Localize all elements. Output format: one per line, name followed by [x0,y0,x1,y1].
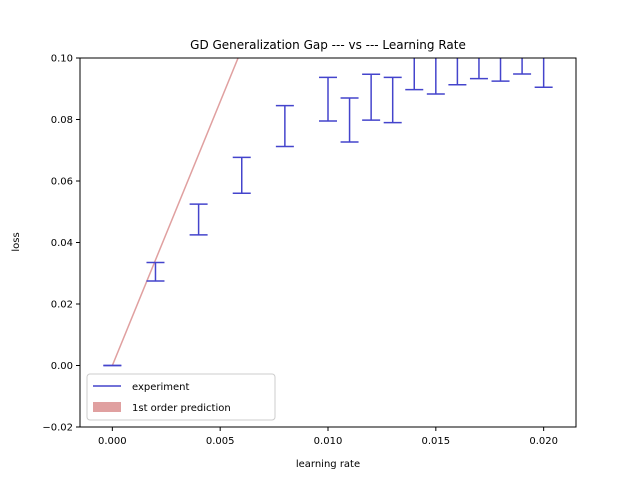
y-tick-label: 0.08 [51,115,73,126]
errorbar-10 [426,58,445,95]
x-tick-label: 0.010 [314,436,343,447]
errorbar-5 [319,76,337,122]
y-tick-label: 0.00 [51,361,73,372]
y-axis-label: loss [11,232,22,251]
legend-box [86,373,276,421]
errorbar-9 [405,58,424,91]
x-tick-label: 0.015 [422,436,451,447]
errorbar-15 [534,58,553,88]
errorbar-12 [469,58,488,80]
y-tick-label: 0.02 [51,300,73,311]
chart-title: GD Generalization Gap --- vs --- Learnin… [190,38,466,52]
errorbar-8 [383,76,402,124]
y-tick-label: −0.02 [42,423,73,434]
x-axis-label: learning rate [296,459,360,470]
legend: experiment 1st order prediction [86,373,276,421]
x-axis: 0.000 0.005 0.010 0.015 0.020 [98,427,558,447]
legend-entry-0: experiment [93,382,190,393]
y-tick-label: 0.10 [51,54,73,65]
errorbar-2 [189,203,208,236]
errorbar-13 [491,58,510,82]
x-tick-label: 0.020 [529,436,558,447]
legend-entry-1: 1st order prediction [93,402,231,414]
errorbar-4 [275,104,294,148]
plot-marks [103,58,553,367]
prediction-line [111,58,239,366]
x-tick-label: 0.005 [206,436,235,447]
legend-swatch-patch [93,402,121,412]
y-tick-label: 0.06 [51,177,73,188]
errorbar-14 [513,58,532,75]
y-axis: −0.02 0.00 0.02 0.04 0.06 0.08 0.10 [42,54,80,434]
x-tick-label: 0.000 [98,436,127,447]
y-tick-label: 0.04 [51,238,73,249]
errorbar-3 [232,156,251,195]
legend-label: 1st order prediction [132,403,231,414]
legend-label: experiment [132,382,190,393]
errorbar-7 [362,73,381,121]
errorbar-6 [340,97,359,143]
errorbar-11 [448,58,467,86]
errorbar-1 [146,261,165,282]
